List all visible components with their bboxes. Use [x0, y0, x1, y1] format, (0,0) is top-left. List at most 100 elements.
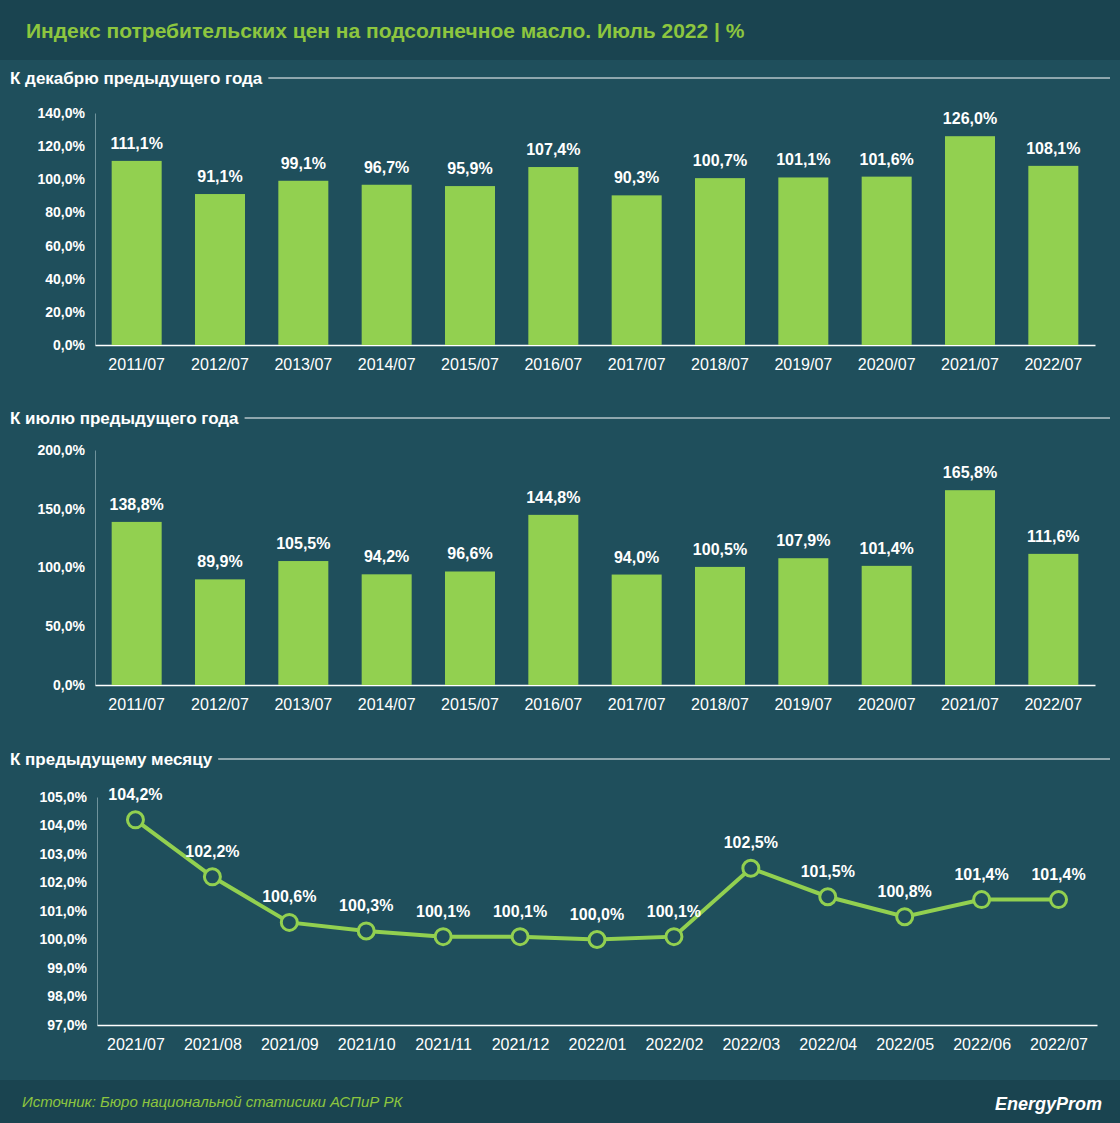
y-tick-label: 140,0% — [38, 105, 86, 121]
chart-title: К июлю предыдущего года — [10, 409, 239, 428]
marker — [1051, 892, 1067, 908]
marker — [358, 923, 374, 939]
x-tick: 2021/09 — [261, 1025, 319, 1053]
marks — [112, 136, 1079, 345]
y-tick: 104,0% — [40, 817, 97, 833]
y-tick: 100,0% — [38, 559, 95, 575]
data-label: 90,3% — [614, 169, 659, 186]
x-tick: 2022/07 — [1030, 1025, 1088, 1053]
x-tick-label: 2017/07 — [608, 696, 666, 713]
x-tick-label: 2013/07 — [274, 696, 332, 713]
x-axis: 2011/07 2012/07 2013/07 2014/07 2015/07 2016/… — [96, 685, 1096, 713]
bar — [695, 178, 745, 345]
marker — [666, 929, 682, 945]
data-label: 126,0% — [943, 110, 997, 127]
y-tick: 100,0% — [40, 931, 97, 947]
data-label: 100,5% — [693, 541, 747, 558]
x-tick: 2012/07 — [191, 685, 249, 713]
y-tick-label: 104,0% — [40, 817, 88, 833]
x-tick: 2011/07 — [108, 685, 165, 713]
chart: К июлю предыдущего года 0,0% 50,0% 100,0% 15… — [10, 409, 1110, 713]
bar — [1028, 554, 1078, 685]
marker — [897, 909, 913, 925]
y-tick-label: 99,0% — [47, 960, 87, 976]
data-label: 99,1% — [281, 155, 326, 172]
marker — [204, 869, 220, 885]
y-tick-label: 97,0% — [47, 1017, 87, 1033]
y-tick-label: 100,0% — [38, 559, 86, 575]
data-labels: 104,2%102,2%100,6%100,3%100,1%100,1%100,… — [108, 786, 1085, 923]
marker — [820, 889, 836, 905]
bar — [112, 161, 162, 345]
y-tick: 101,0% — [40, 903, 97, 919]
y-axis: 97,0%98,0%99,0%100,0%101,0%102,0%103,0%1… — [40, 789, 98, 1033]
x-tick: 2013/07 — [274, 345, 332, 373]
data-label: 94,0% — [614, 549, 659, 566]
x-tick-label: 2011/07 — [108, 696, 165, 713]
marker — [435, 929, 451, 945]
bar — [945, 490, 995, 685]
x-tick-label: 2016/07 — [524, 696, 582, 713]
chart: К декабрю предыдущего года0,0%20,0%40,0%… — [10, 69, 1110, 373]
bar — [612, 575, 662, 685]
data-label: 102,2% — [185, 843, 239, 860]
x-tick-label: 2021/07 — [107, 1036, 165, 1053]
data-label: 100,1% — [416, 903, 470, 920]
x-tick-label: 2022/04 — [799, 1036, 857, 1053]
data-label: 111,6% — [1027, 528, 1080, 545]
x-tick: 2022/01 — [569, 1025, 627, 1053]
x-tick-label: 2022/03 — [722, 1036, 780, 1053]
x-tick: 2017/07 — [608, 685, 666, 713]
x-axis: 2011/072012/072013/072014/072015/072016/… — [96, 345, 1096, 373]
data-label: 138,8% — [110, 496, 164, 513]
data-label: 100,1% — [493, 903, 547, 920]
x-tick-label: 2022/02 — [646, 1036, 704, 1053]
x-tick-label: 2018/07 — [691, 696, 749, 713]
x-tick: 2021/10 — [338, 1025, 396, 1053]
y-tick: 97,0% — [47, 1017, 97, 1033]
x-tick-label: 2022/07 — [1030, 1036, 1088, 1053]
marks — [112, 490, 1079, 685]
bar — [862, 566, 912, 685]
data-label: 108,1% — [1026, 140, 1080, 157]
data-label: 95,9% — [447, 160, 492, 177]
marker — [512, 929, 528, 945]
title-band — [0, 0, 1120, 60]
chart: К предыдущему месяцу97,0%98,0%99,0%100,0… — [10, 750, 1110, 1053]
data-label: 107,9% — [776, 532, 830, 549]
y-tick-label: 103,0% — [40, 846, 88, 862]
y-axis-line — [95, 451, 96, 686]
header-rule — [268, 78, 1110, 79]
bar — [112, 522, 162, 685]
x-tick: 2014/07 — [358, 685, 416, 713]
data-label: 94,2% — [364, 548, 409, 565]
x-tick: 2019/07 — [774, 345, 832, 373]
y-tick: 150,0% — [38, 501, 95, 517]
y-tick-label: 60,0% — [45, 238, 85, 254]
x-tick-label: 2021/07 — [941, 356, 999, 373]
bar — [528, 167, 578, 345]
x-tick: 2018/07 — [691, 685, 749, 713]
y-tick-label: 0,0% — [53, 677, 85, 693]
y-tick: 98,0% — [47, 988, 97, 1004]
data-label: 101,4% — [954, 866, 1008, 883]
x-tick-label: 2015/07 — [441, 696, 499, 713]
y-tick-label: 50,0% — [45, 618, 85, 634]
x-tick: 2012/07 — [191, 345, 249, 373]
y-axis-line — [97, 798, 98, 1026]
x-tick: 2022/06 — [953, 1025, 1011, 1053]
x-tick-label: 2020/07 — [858, 356, 916, 373]
data-label: 100,8% — [878, 883, 932, 900]
data-labels: 138,8%89,9%105,5%94,2%96,6%144,8%94,0%10… — [110, 464, 1080, 570]
data-label: 102,5% — [724, 834, 778, 851]
x-tick-label: 2022/05 — [876, 1036, 934, 1053]
x-tick: 2018/07 — [691, 345, 749, 373]
x-tick-label: 2022/01 — [569, 1036, 627, 1053]
y-axis: 0,0%20,0%40,0%60,0%80,0%100,0%120,0%140,… — [38, 105, 96, 353]
x-tick-label: 2019/07 — [774, 696, 832, 713]
marker — [589, 932, 605, 948]
marks — [127, 812, 1066, 948]
y-tick: 140,0% — [38, 105, 95, 121]
data-label: 101,4% — [860, 540, 914, 557]
data-label: 100,0% — [570, 906, 624, 923]
